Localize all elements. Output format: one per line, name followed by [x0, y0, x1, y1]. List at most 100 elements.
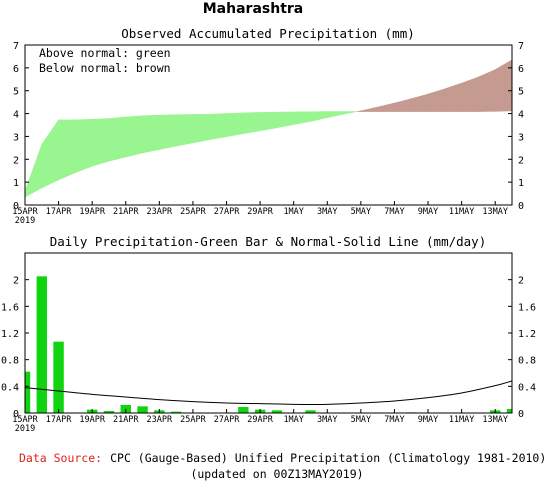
- chart1-above-normal-area: [142, 114, 160, 154]
- chart1-above-normal-area: [209, 113, 227, 140]
- chart2-ytick-label-left: 1.6: [1, 302, 19, 313]
- chart2-xyear-label: 2019: [15, 424, 35, 434]
- chart1-xyear-label: 2019: [15, 216, 35, 226]
- chart2-bar: [25, 371, 31, 413]
- chart1-xtick-label: 17APR: [46, 207, 72, 217]
- chart1-xtick-label: 19APR: [79, 207, 105, 217]
- chart1-above-normal-area: [159, 114, 177, 150]
- chart1-frame: [24, 44, 513, 206]
- chart1-ytick-label-left: 0: [13, 201, 19, 212]
- chart1-xtick-label: 13MAY: [482, 207, 508, 217]
- footer-source-label: Data Source:: [19, 451, 102, 465]
- chart2-ytick-label-right: 1.2: [518, 329, 536, 340]
- chart1-legend-below: Below normal: brown: [39, 61, 171, 75]
- chart1-xtick-label: 5MAY: [351, 207, 371, 217]
- chart1-xtick-label: 7MAY: [384, 207, 404, 217]
- chart2-bar: [170, 411, 182, 413]
- chart2-xtick-label: 25APR: [180, 415, 206, 425]
- chart1-xtick-label: 29APR: [247, 207, 273, 217]
- chart1-title: Observed Accumulated Precipitation (mm): [121, 26, 415, 41]
- chart1-ytick-label-left: 2: [13, 155, 19, 166]
- chart2-bar: [238, 407, 249, 413]
- chart1-below-normal-area: [410, 93, 429, 112]
- chart1-above-normal-area: [91, 118, 110, 167]
- chart1-below-normal-area: [360, 106, 378, 112]
- chart1-above-normal-area: [108, 116, 127, 162]
- chart1-above-normal-area: [175, 114, 194, 147]
- footer-updated: (updated on 00Z13MAY2019): [190, 467, 363, 481]
- chart1-ytick-label-right: 6: [518, 64, 524, 75]
- chart2-xtick-label: 1MAY: [283, 415, 303, 425]
- footer-source: Data Source: CPC (Gauge-Based) Unified Pr…: [19, 451, 546, 465]
- chart2-xtick-label: 5MAY: [351, 415, 371, 425]
- chart1-above-normal-area: [192, 113, 211, 144]
- chart1-below-normal-area: [444, 82, 462, 112]
- chart2-axes: 0 0 0.4 0.4 0.8 0.8 1.2 1.2 1.6 1.6 2 2 15APR 17APR 19…: [1, 276, 536, 434]
- accumulated-precipitation-chart: Observed Accumulated Precipitation (mm) …: [12, 26, 524, 226]
- chart1-below-normal-area: [394, 98, 412, 112]
- footer-source-text: CPC (Gauge-Based) Unified Precipitation …: [110, 451, 546, 465]
- chart2-xtick-label: 23APR: [147, 415, 173, 425]
- chart2-bars: [25, 276, 512, 413]
- chart2-ytick-label-left: 0.8: [1, 356, 19, 367]
- chart2-ytick-label-left: 0.4: [1, 382, 19, 393]
- chart1-xtick-label: 9MAY: [418, 207, 438, 217]
- chart1-below-normal-area: [357, 110, 362, 112]
- chart1-above-normal-area: [226, 112, 244, 138]
- chart1-above-normal-area: [276, 111, 294, 129]
- chart1-ytick-label-left: 4: [13, 110, 19, 121]
- chart2-ytick-label-right: 0.4: [518, 382, 536, 393]
- chart1-xtick-label: 23APR: [147, 207, 173, 217]
- page-title: Maharashtra: [203, 1, 304, 17]
- chart2-xtick-label: 9MAY: [418, 415, 438, 425]
- chart2-ytick-label-left: 0: [13, 409, 19, 420]
- chart1-ytick-label-left: 6: [13, 64, 19, 75]
- chart1-ytick-label-right: 3: [518, 132, 524, 143]
- chart1-above-normal-area: [125, 115, 143, 158]
- chart2-normal-line-path: [24, 380, 513, 405]
- chart2-xtick-label: 15APR: [12, 415, 38, 425]
- chart1-legend-above: Above normal: green: [39, 46, 171, 60]
- chart1-ytick-label-right: 7: [518, 41, 524, 52]
- chart2-frame: [24, 252, 513, 414]
- chart1-ytick-label-left: 1: [13, 178, 19, 189]
- chart1-below-normal-area: [478, 69, 496, 112]
- chart1-ytick-label-right: 0: [518, 201, 524, 212]
- chart1-xtick-label: 3MAY: [317, 207, 337, 217]
- chart2-ytick-label-right: 0.8: [518, 356, 536, 367]
- chart2-bar: [103, 411, 115, 413]
- chart2-ytick-label-left: 1.2: [1, 329, 19, 340]
- chart1-xtick-label: 21APR: [113, 207, 139, 217]
- chart2-bar: [137, 406, 148, 413]
- chart2-xtick-label: 11MAY: [449, 415, 475, 425]
- chart1-xtick-label: 1MAY: [283, 207, 303, 217]
- chart2-xtick-label: 13MAY: [482, 415, 508, 425]
- chart1-above-normal-area: [293, 111, 311, 125]
- chart1-xtick-label: 15APR: [12, 207, 38, 217]
- chart1-below-normal-area: [427, 88, 446, 112]
- chart1-xtick-label: 27APR: [214, 207, 240, 217]
- chart1-below-normal-area: [461, 76, 479, 112]
- chart2-xtick-label: 27APR: [214, 415, 240, 425]
- chart1-ytick-label-right: 4: [518, 110, 524, 121]
- chart1-ytick-label-right: 5: [518, 87, 524, 98]
- chart2-xtick-label: 3MAY: [317, 415, 337, 425]
- chart1-above-normal-area: [310, 111, 328, 122]
- chart2-bar: [271, 410, 283, 413]
- chart2-bar: [506, 409, 512, 413]
- chart1-xtick-label: 25APR: [180, 207, 206, 217]
- chart2-xtick-label: 7MAY: [384, 415, 404, 425]
- daily-precipitation-chart: Daily Precipitation-Green Bar & Normal-S…: [1, 234, 536, 434]
- chart2-bar: [36, 276, 47, 413]
- chart1-above-normal-area: [58, 119, 76, 181]
- chart1-ytick-label-left: 7: [13, 41, 19, 52]
- chart2-ytick-label-right: 2: [518, 276, 524, 287]
- chart2-ytick-label-right: 0: [518, 409, 524, 420]
- chart2-ytick-label-right: 1.6: [518, 302, 536, 313]
- chart2-title: Daily Precipitation-Green Bar & Normal-S…: [50, 234, 487, 249]
- chart2-xtick-label: 29APR: [247, 415, 273, 425]
- chart1-above-normal-area: [24, 144, 43, 198]
- chart2-ytick-label-left: 2: [13, 276, 19, 287]
- chart1-ytick-label-left: 3: [13, 132, 19, 143]
